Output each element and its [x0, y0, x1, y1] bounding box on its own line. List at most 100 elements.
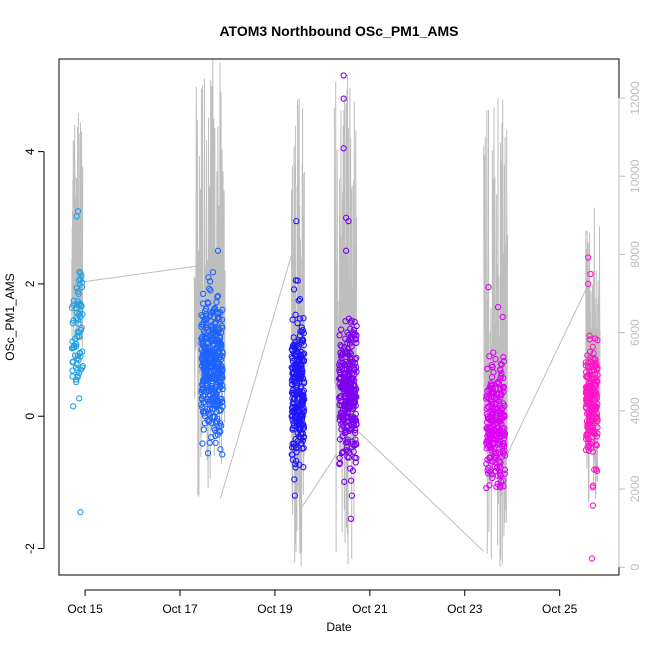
data-point — [70, 342, 78, 349]
data-point — [591, 355, 598, 362]
data-point — [201, 359, 208, 367]
data-point — [296, 369, 304, 376]
data-point — [593, 410, 601, 418]
data-point — [501, 447, 508, 454]
data-point — [497, 471, 504, 478]
data-point — [300, 315, 307, 322]
data-point — [203, 367, 211, 374]
data-point — [341, 478, 348, 485]
data-point — [491, 439, 498, 447]
data-point — [492, 355, 499, 363]
x-axis: Oct 15 Oct 17 Oct 19 Oct 21 Oct 23 Oct 25 — [67, 589, 578, 616]
data-point — [199, 385, 206, 393]
data-point — [298, 324, 305, 331]
y-axis-label: OSc_PM1_AMS — [3, 273, 17, 360]
data-point — [219, 324, 226, 332]
data-point — [488, 373, 496, 381]
data-point — [69, 319, 76, 327]
secondary-burst-0 — [71, 113, 84, 359]
data-point — [201, 334, 209, 341]
data-point — [219, 374, 226, 381]
data-point — [291, 408, 298, 416]
data-point — [202, 374, 209, 381]
data-point — [296, 332, 304, 339]
data-point — [500, 354, 507, 361]
data-point — [337, 342, 344, 349]
x-axis-label: Date — [326, 620, 352, 634]
data-point — [198, 355, 206, 362]
data-point — [348, 317, 355, 324]
data-point — [295, 297, 302, 304]
data-point — [344, 340, 351, 347]
data-point — [215, 325, 222, 332]
data-point — [582, 359, 589, 366]
data-point — [73, 304, 80, 312]
data-point — [584, 393, 592, 401]
data-point — [484, 393, 491, 401]
data-point — [297, 383, 304, 391]
data-point — [591, 388, 598, 395]
data-point — [291, 492, 299, 499]
data-point — [500, 374, 507, 382]
data-point — [500, 443, 508, 450]
data-point — [342, 426, 349, 433]
data-point — [201, 315, 208, 323]
data-point — [336, 332, 343, 339]
data-point — [208, 382, 215, 390]
data-point — [290, 396, 298, 403]
data-point — [292, 435, 299, 443]
data-point — [343, 365, 350, 372]
data-point — [582, 404, 589, 411]
data-point — [347, 465, 354, 472]
data-point — [297, 354, 304, 362]
data-point — [292, 338, 299, 346]
data-point — [205, 387, 213, 395]
data-point — [290, 422, 298, 429]
data-point — [292, 444, 300, 452]
points-layer — [68, 72, 601, 562]
data-point — [340, 95, 347, 102]
data-point — [593, 442, 600, 449]
data-point — [207, 347, 214, 355]
data-point — [77, 276, 84, 283]
data-point — [338, 354, 345, 362]
y2-tick-label: 12000 — [628, 81, 642, 115]
data-point — [484, 365, 491, 372]
data-point — [212, 366, 219, 374]
data-point — [199, 404, 206, 411]
data-point — [217, 309, 224, 316]
data-point — [337, 358, 344, 366]
data-point — [499, 453, 506, 460]
data-point — [593, 391, 600, 398]
secondary-connector-4 — [507, 289, 587, 455]
data-point — [293, 217, 300, 225]
data-point — [590, 397, 598, 404]
data-point — [214, 402, 221, 409]
data-point — [70, 297, 77, 304]
data-point — [219, 382, 226, 389]
data-point — [486, 353, 493, 360]
secondary-connector-1 — [219, 246, 295, 499]
data-point — [204, 396, 211, 403]
y2-tick-label: 0 — [628, 564, 642, 571]
data-point — [589, 502, 597, 509]
data-point — [214, 247, 222, 254]
data-point — [216, 375, 223, 382]
y2-tick-label: 2000 — [628, 475, 642, 502]
data-point — [594, 371, 601, 379]
data-point — [585, 447, 592, 454]
y2-axis: 0 2000 4000 6000 8000 10000 12000 — [618, 81, 642, 571]
data-point — [345, 398, 352, 405]
data-point — [583, 401, 590, 408]
data-point — [493, 464, 501, 471]
secondary-connector-3 — [352, 426, 485, 552]
y-axis: -2 0 2 4 — [23, 148, 45, 554]
data-point — [584, 374, 591, 381]
data-point — [353, 441, 360, 448]
data-point — [585, 254, 592, 261]
data-point — [336, 416, 343, 424]
data-point — [198, 346, 205, 353]
data-point — [497, 360, 505, 367]
data-point — [208, 359, 215, 366]
data-point — [497, 385, 504, 393]
